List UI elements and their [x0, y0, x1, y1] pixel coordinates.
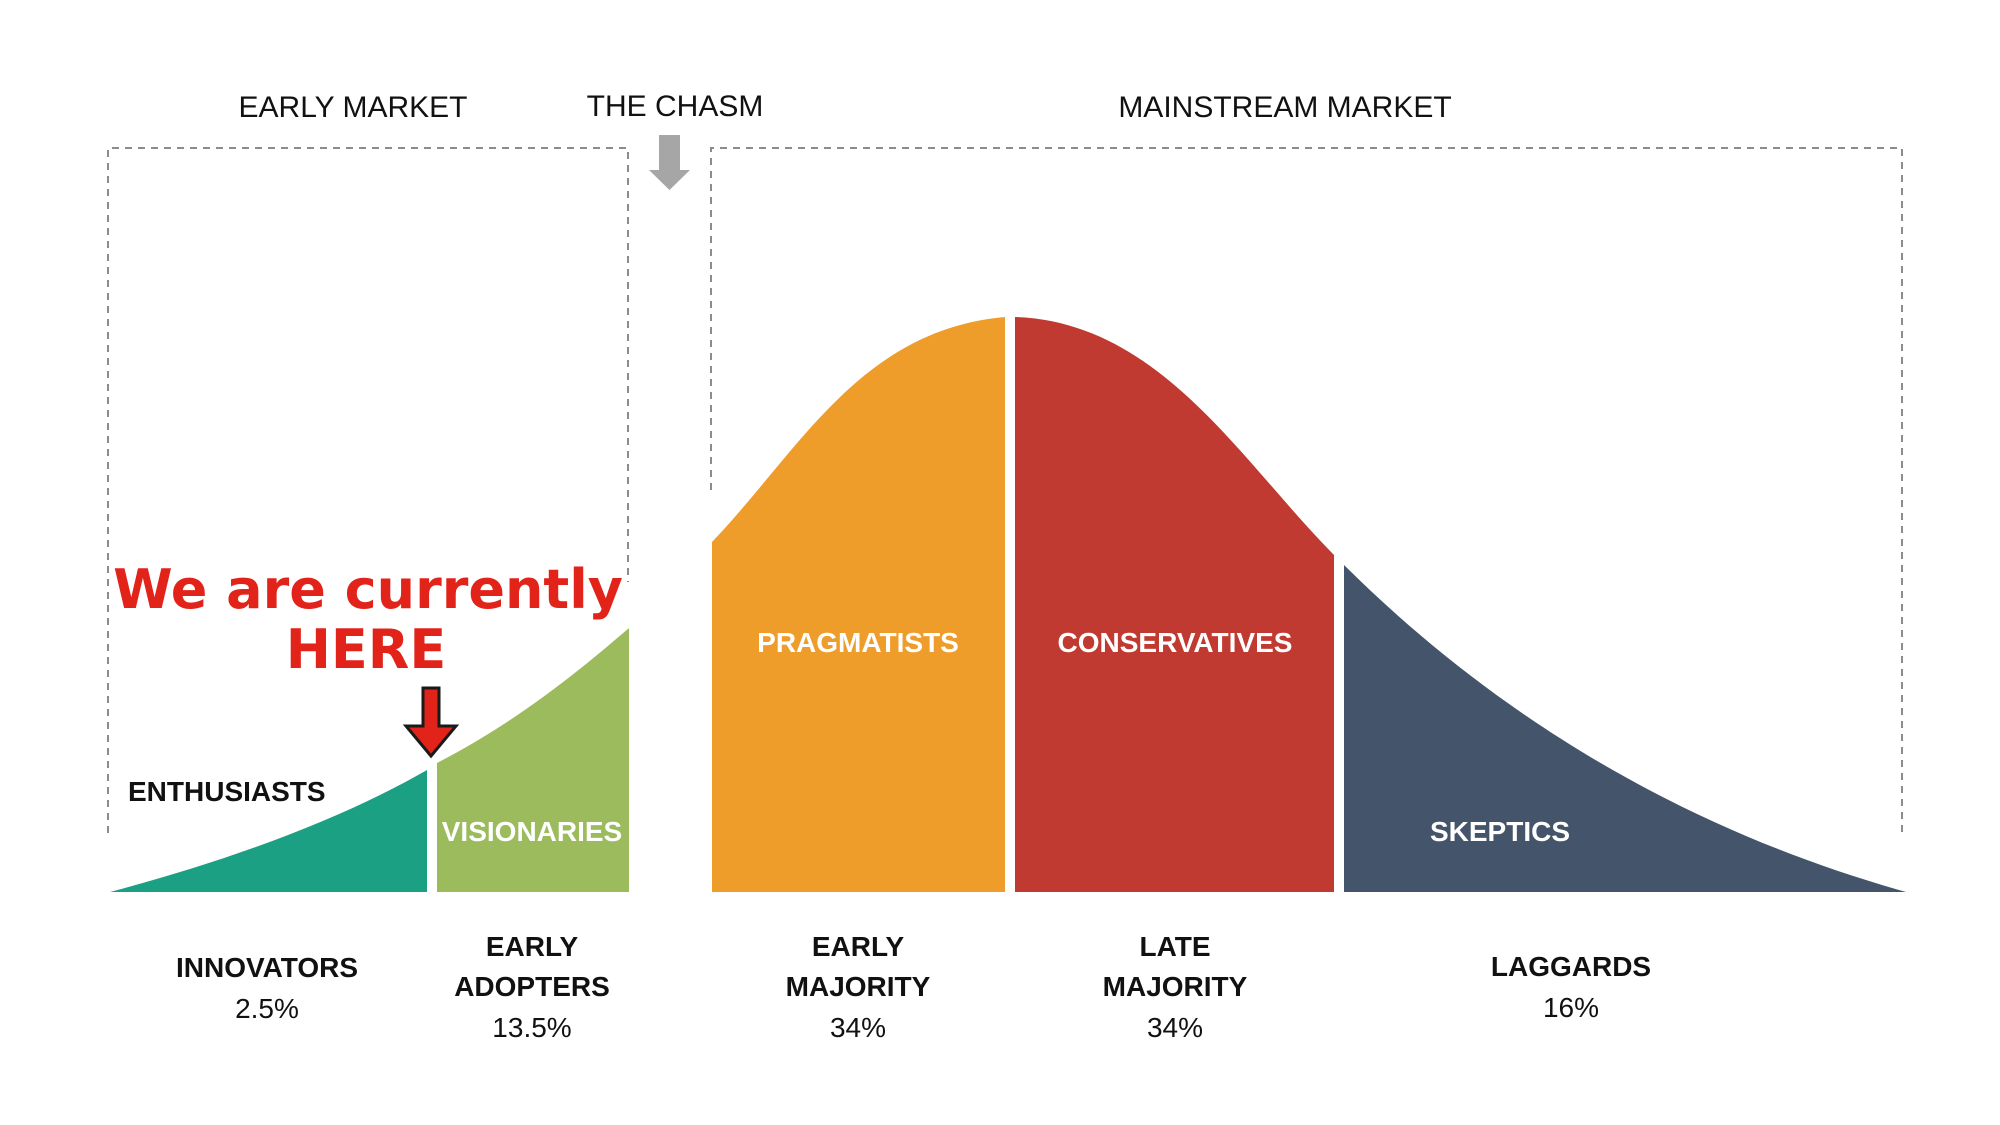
innovators-segment: [110, 770, 427, 892]
early-market-header: EARLY MARKET: [239, 91, 468, 124]
here-arrow-icon: [402, 686, 460, 759]
early-adopters-category-line-1: EARLY: [486, 931, 579, 962]
early-majority-category-line-2: MAJORITY: [786, 971, 931, 1002]
callout-line-2: HERE: [286, 618, 447, 681]
conservatives-label: CONSERVATIVES: [1058, 627, 1293, 658]
visionaries-label: VISIONARIES: [442, 816, 622, 847]
late-majority-segment: [1015, 317, 1334, 892]
chasm-arrow-icon: [649, 135, 690, 190]
early-majority-percent: 34%: [830, 1012, 886, 1043]
laggards-segment: [1344, 565, 1906, 892]
laggards-percent: 16%: [1543, 992, 1599, 1023]
innovators-percent: 2.5%: [235, 993, 299, 1024]
mainstream-market-bracket: [710, 147, 1903, 833]
early-adopters-percent: 13.5%: [492, 1012, 571, 1043]
pragmatists-label: PRAGMATISTS: [757, 627, 959, 658]
early-market-bracket: [107, 147, 629, 833]
skeptics-label: SKEPTICS: [1430, 816, 1570, 847]
early-adopters-category-line-2: ADOPTERS: [454, 971, 610, 1002]
callout-line-1: We are currently: [113, 558, 623, 621]
early-majority-category-line-1: EARLY: [812, 931, 905, 962]
the-chasm-header: THE CHASM: [587, 90, 764, 123]
innovators-category: INNOVATORS: [176, 952, 358, 983]
late-majority-category-line-1: LATE: [1139, 931, 1210, 962]
mainstream-market-header: MAINSTREAM MARKET: [1118, 91, 1451, 124]
late-majority-percent: 34%: [1147, 1012, 1203, 1043]
laggards-category: LAGGARDS: [1491, 951, 1651, 982]
enthusiasts-label: ENTHUSIASTS: [128, 776, 326, 807]
late-majority-category-line-2: MAJORITY: [1103, 971, 1248, 1002]
early-adopters-segment: [437, 628, 629, 892]
early-majority-segment: [712, 317, 1005, 892]
